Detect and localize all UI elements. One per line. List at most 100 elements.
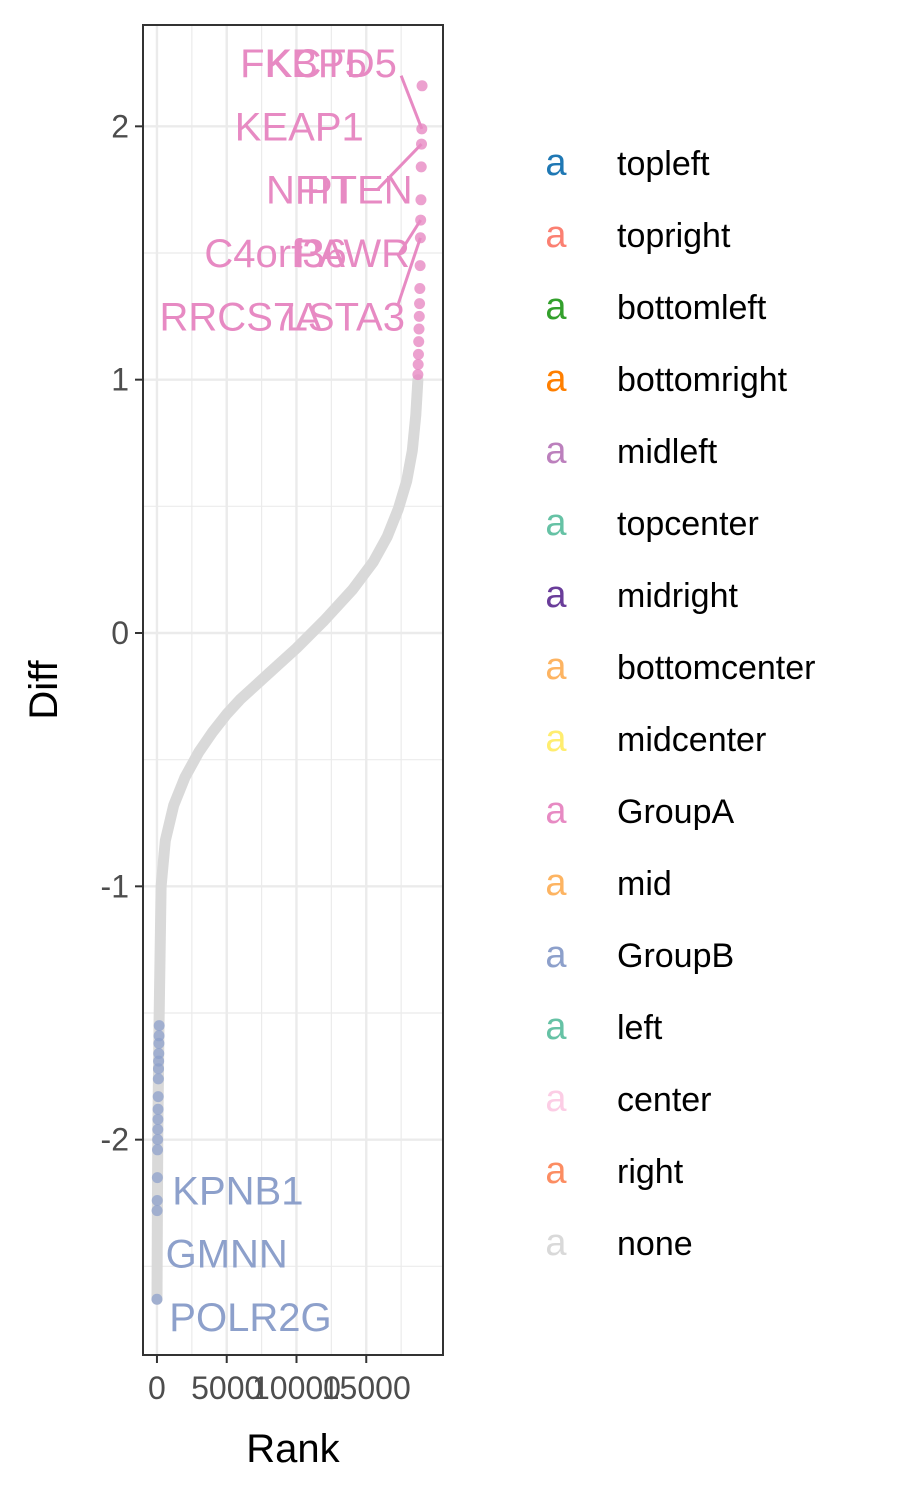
legend-label: center <box>617 1081 712 1119</box>
x-axis-title: Rank <box>246 1427 340 1471</box>
x-tick-label: 15000 <box>322 1370 411 1406</box>
legend-key: a <box>545 358 567 400</box>
legend-label: bottomcenter <box>617 649 815 687</box>
data-point-groupb <box>152 1063 164 1075</box>
legend-item-center: a center <box>545 1078 711 1120</box>
gene-label-polr2g: POLR2G <box>169 1296 331 1340</box>
data-point-groupb <box>152 1091 164 1103</box>
data-point-groupb <box>151 1293 163 1305</box>
legend-key: a <box>545 718 567 760</box>
legend-item-topcenter: a topcenter <box>545 502 758 544</box>
data-point-groupb <box>152 1144 164 1156</box>
x-tick-label: 5000 <box>191 1370 262 1406</box>
legend-key: a <box>545 430 567 472</box>
legend-item-groupb: a GroupB <box>545 934 734 976</box>
legend-label: topright <box>617 217 731 255</box>
legend-item-bottomright: a bottomright <box>545 358 787 400</box>
data-point-groupa <box>415 194 427 206</box>
legend-label: topleft <box>617 145 710 183</box>
legend-item-mid: a mid <box>545 862 671 904</box>
gene-label-kpnb1: KPNB1 <box>172 1169 303 1213</box>
gene-label-nfit: NFIT <box>266 169 355 213</box>
data-point-groupa <box>412 348 424 360</box>
y-tick-label: 2 <box>111 108 129 144</box>
legend-item-bottomleft: a bottomleft <box>545 286 766 328</box>
data-point-groupb <box>152 1073 164 1085</box>
gene-label-pten: PTEN <box>306 169 413 213</box>
legend-item-midleft: a midleft <box>545 430 717 472</box>
legend-key: a <box>545 862 567 904</box>
data-point-groupa <box>412 369 424 381</box>
legend-key: a <box>545 1222 567 1264</box>
data-point-groupa <box>413 336 425 348</box>
legend-key: a <box>545 574 567 616</box>
leader-line <box>396 237 422 305</box>
y-tick-label: 0 <box>111 615 129 651</box>
legend-item-topleft: a topleft <box>545 142 710 184</box>
data-point-groupb <box>151 1172 163 1184</box>
legend-item-topright: a topright <box>545 214 731 256</box>
legend-key: a <box>545 646 567 688</box>
gene-label-keap1: KEAP1 <box>235 105 364 149</box>
leader-line <box>399 75 424 130</box>
legend-key: a <box>545 934 567 976</box>
series-line-none <box>151 374 424 1305</box>
data-point-groupb <box>153 1020 165 1032</box>
legend-key: a <box>545 1006 567 1048</box>
data-point-groupb <box>153 1037 165 1049</box>
data-point-groupb <box>153 1055 165 1067</box>
legend-key: a <box>545 502 567 544</box>
y-tick-label: 1 <box>111 362 129 398</box>
legend-item-midright: a midright <box>545 574 738 616</box>
data-point-groupa <box>412 358 424 370</box>
legend-label: none <box>617 1225 693 1263</box>
gene-label-fkbp5: FKBP5 <box>240 42 367 86</box>
legend-label: right <box>617 1153 684 1191</box>
x-tick-label: 0 <box>148 1370 166 1406</box>
legend-item-groupa: a GroupA <box>545 790 734 832</box>
legend-item-bottomcenter: a bottomcenter <box>545 646 815 688</box>
gene-label-c4orf36: C4orf36 <box>204 232 346 276</box>
legend-item-right: a right <box>545 1150 683 1192</box>
legend: a topleft a topright a bottomleft a bottomright… <box>545 142 815 1264</box>
gene-label-gmnn: GMNN <box>166 1233 288 1277</box>
data-point-groupa <box>415 161 427 173</box>
data-point-groupa <box>414 282 426 294</box>
data-series-none <box>151 374 424 1305</box>
legend-key: a <box>545 214 567 256</box>
legend-label: bottomleft <box>617 289 767 327</box>
gene-label-kctd5: KCTD5 <box>266 42 397 86</box>
legend-label: GroupB <box>617 937 734 975</box>
plot-panel <box>143 25 443 1355</box>
leader-line <box>398 219 422 254</box>
data-point-groupb <box>153 1048 165 1060</box>
gene-label-pawr: PAWR <box>295 232 411 276</box>
legend-label: bottomright <box>617 361 788 399</box>
y-tick-label: -2 <box>101 1122 129 1158</box>
panel-border <box>142 24 444 1356</box>
legend-key: a <box>545 286 567 328</box>
data-point-groupa <box>414 232 426 244</box>
legend-label: GroupA <box>617 793 734 831</box>
legend-label: midleft <box>617 433 718 471</box>
legend-label: mid <box>617 865 672 903</box>
data-point-groupb <box>152 1103 164 1115</box>
legend-item-left: a left <box>545 1006 662 1048</box>
legend-label: midright <box>617 577 738 615</box>
data-point-groupb <box>152 1113 164 1125</box>
grid-lines <box>143 25 443 1355</box>
data-point-groupb <box>153 1030 165 1042</box>
data-points <box>151 80 428 1305</box>
data-point-groupa <box>416 138 428 150</box>
data-point-groupb <box>151 1205 163 1217</box>
data-point-groupa <box>414 260 426 272</box>
label-leader-lines <box>376 75 424 305</box>
legend-key: a <box>545 790 567 832</box>
legend-label: midcenter <box>617 721 766 759</box>
legend-item-midcenter: a midcenter <box>545 718 766 760</box>
x-tick-label: 10000 <box>252 1370 341 1406</box>
data-point-groupb <box>151 1194 163 1206</box>
